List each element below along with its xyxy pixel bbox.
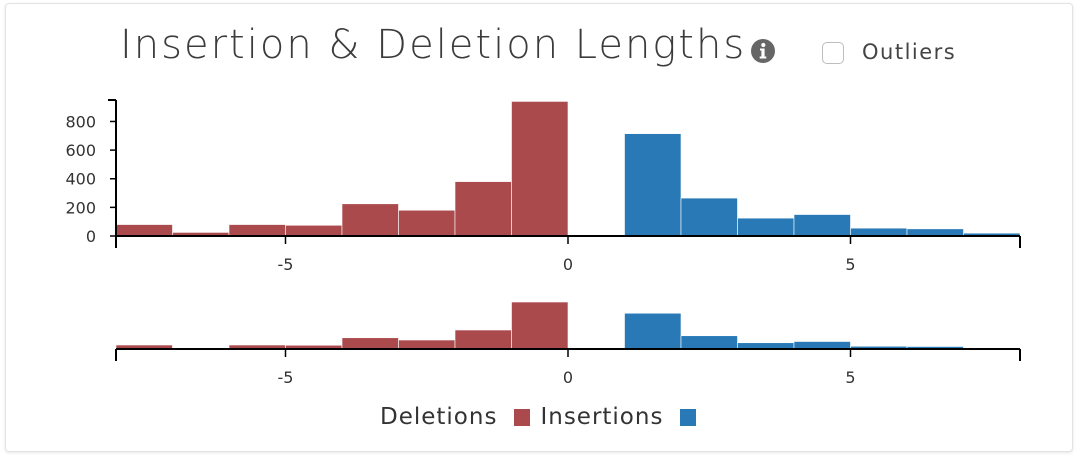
legend-swatch-deletions <box>514 408 531 426</box>
main-x-tick-label: -5 <box>278 255 294 274</box>
main-bar-insertions <box>793 214 851 237</box>
overview-bar-deletions <box>398 339 456 350</box>
overview-bar-insertions <box>680 335 738 350</box>
main-y-tick-label: 800 <box>65 112 96 131</box>
main-bar-insertions <box>850 227 908 237</box>
main-bar-insertions <box>906 228 964 237</box>
overview-bar-deletions <box>511 301 569 350</box>
overview-bar-deletions <box>341 337 399 350</box>
main-bar-deletions <box>341 203 399 237</box>
main-bar-insertions <box>737 217 795 237</box>
main-bar-deletions <box>115 224 173 237</box>
main-y-tick-label: 400 <box>65 170 96 189</box>
main-x-tick-label: 5 <box>845 255 855 274</box>
main-bar-deletions <box>511 101 569 237</box>
overview-bar-insertions <box>793 341 851 350</box>
main-bar-deletions <box>398 209 456 237</box>
info-circle-icon[interactable] <box>750 38 776 64</box>
legend: Deletions Insertions <box>380 400 706 434</box>
main-bar-deletions <box>228 224 286 237</box>
overview-x-tick-label: 5 <box>845 368 855 387</box>
main-y-tick-label: 200 <box>65 198 96 217</box>
main-bar-insertions <box>624 133 682 237</box>
legend-swatch-insertions <box>680 408 697 426</box>
main-y-tick-label: 600 <box>65 141 96 160</box>
main-bar-deletions <box>454 181 512 237</box>
overview-bar-deletions <box>454 329 512 350</box>
legend-label-deletions: Deletions <box>380 404 498 430</box>
chart-title: Insertion & Deletion Lengths <box>120 22 747 68</box>
overview-x-tick-label: 0 <box>563 368 573 387</box>
main-bar-insertions <box>680 197 738 237</box>
main-y-tick-label: 0 <box>86 227 96 246</box>
outliers-label[interactable]: Outliers <box>862 40 957 64</box>
main-x-tick-label: 0 <box>563 255 573 274</box>
overview-bar-insertions <box>624 312 682 350</box>
overview-x-tick-label: -5 <box>278 368 294 387</box>
main-bar-deletions <box>285 224 343 237</box>
outliers-checkbox[interactable] <box>822 42 844 64</box>
legend-label-insertions: Insertions <box>540 404 664 430</box>
